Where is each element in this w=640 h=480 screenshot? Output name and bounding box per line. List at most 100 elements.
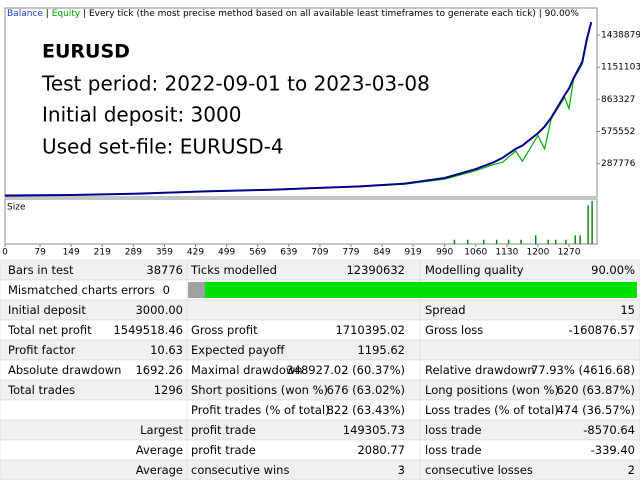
- size-bar: [520, 239, 522, 244]
- cell: Expected payoff: [191, 343, 285, 357]
- x-tick-label: 990: [436, 248, 453, 258]
- x-tick-label: 779: [342, 248, 359, 258]
- x-tick-label: 919: [405, 248, 422, 258]
- size-bar: [587, 205, 589, 244]
- chart-header: Balance | Equity | Every tick (the most …: [7, 9, 579, 19]
- x-tick-label: 219: [94, 248, 111, 258]
- x-tick-label: 639: [280, 248, 297, 258]
- cell: -8570.64: [583, 423, 635, 437]
- cell: 822 (63.43%): [327, 403, 405, 417]
- cell: Gross profit: [191, 323, 258, 337]
- cell: Total trades: [7, 383, 75, 397]
- cell: Loss trades (% of total): [425, 403, 559, 417]
- cell: 1195.62: [357, 343, 405, 357]
- cell: 3: [398, 463, 405, 477]
- cell: 2: [628, 463, 635, 477]
- cell: Spread: [425, 303, 466, 317]
- size-bar: [453, 239, 456, 244]
- cell: 474 (36.57%): [557, 403, 635, 417]
- cell: 348927.02 (60.37%): [286, 363, 405, 377]
- table: Bars in test 38776 Ticks modelled 12390632 M…: [0, 259, 640, 480]
- quality-bar: [205, 282, 637, 298]
- cell: Initial deposit: [8, 303, 86, 317]
- cell: profit trade: [191, 423, 256, 437]
- chart-title: Every tick (the most precise method base…: [89, 9, 536, 19]
- size-bar: [565, 239, 567, 244]
- cell: Largest: [140, 423, 183, 437]
- cell: Average: [136, 463, 183, 477]
- cell: 149305.73: [343, 423, 405, 437]
- cell: -160876.57: [569, 323, 635, 337]
- sep: |: [539, 9, 542, 19]
- cell: 1549518.46: [113, 323, 183, 337]
- row-bg: [0, 439, 640, 461]
- y-tick-label: 1438879: [601, 30, 640, 40]
- series-line: [4, 22, 593, 197]
- x-tick-label: 499: [218, 248, 235, 258]
- row-bg: [0, 259, 640, 281]
- cell: Profit factor: [8, 343, 76, 357]
- cell: Bars in test: [8, 263, 74, 277]
- sep: |: [83, 9, 86, 19]
- period: Test period: 2022-09-01 to 2023-03-08: [41, 72, 430, 96]
- legend-balance: Balance: [7, 9, 43, 19]
- cell: Relative drawdown: [425, 363, 535, 377]
- sep: |: [46, 9, 49, 19]
- cell: Average: [136, 443, 183, 457]
- row-bg: [0, 419, 640, 441]
- cell: Modelling quality: [425, 263, 524, 277]
- cell: 10.63: [150, 343, 183, 357]
- cell: consecutive wins: [191, 463, 289, 477]
- size-bar: [591, 201, 593, 244]
- size-bar: [547, 239, 549, 244]
- symbol: EURUSD: [42, 41, 130, 63]
- x-tick-label: 1060: [464, 248, 487, 258]
- setfile: Used set-file: EURUSD-4: [42, 135, 284, 159]
- cell: Profit trades (% of total): [191, 403, 330, 417]
- legend-equity: Equity: [52, 9, 81, 19]
- cell: profit trade: [191, 443, 256, 457]
- x-tick-label: 849: [373, 248, 390, 258]
- cell: Ticks modelled: [190, 263, 277, 277]
- quality: 90.00%: [545, 9, 580, 19]
- cell: Absolute drawdown: [8, 363, 121, 377]
- cell: Total net profit: [7, 323, 92, 337]
- size-bar: [554, 239, 557, 244]
- cell: 77.93% (4616.68): [531, 363, 635, 377]
- cell: loss trade: [425, 443, 482, 457]
- x-tick-label: 429: [187, 248, 204, 258]
- cell: Maximal drawdown: [191, 363, 303, 377]
- cell: 676 (63.02%): [327, 383, 405, 397]
- size-frame: [4, 198, 598, 245]
- row-bg: [0, 319, 640, 341]
- cell: 12390632: [346, 263, 405, 277]
- size-bar: [535, 235, 537, 244]
- cell: Gross loss: [425, 323, 483, 337]
- x-tick-label: 289: [125, 248, 142, 258]
- cell: 620 (63.87%): [557, 383, 635, 397]
- cell: 1710395.02: [335, 323, 405, 337]
- y-tick-label: 1151103: [601, 63, 640, 73]
- row-bg: [0, 459, 640, 480]
- cell: Mismatched charts errors: [8, 283, 155, 297]
- cell: Short positions (won %): [191, 383, 328, 397]
- cell: -339.40: [591, 443, 635, 457]
- x-tick-label: 1270: [558, 248, 581, 258]
- y-tick-label: 863327: [601, 95, 635, 105]
- x-tick-label: 1130: [495, 248, 518, 258]
- x-tick-label: 149: [63, 248, 80, 258]
- x-tick-label: 359: [156, 248, 173, 258]
- x-tick-label: 0: [2, 248, 8, 258]
- cell: 1296: [154, 383, 183, 397]
- cell: 15: [620, 303, 635, 317]
- size-bar: [574, 235, 576, 244]
- size-bar: [495, 239, 498, 244]
- x-tick-label: 709: [311, 248, 328, 258]
- size-title: Size: [7, 203, 26, 213]
- x-tick-label: 79: [34, 248, 46, 258]
- size-bar: [467, 239, 469, 244]
- cell: Long positions (won %): [425, 383, 559, 397]
- cell: 0: [163, 283, 170, 297]
- y-tick-label: 287776: [601, 159, 636, 169]
